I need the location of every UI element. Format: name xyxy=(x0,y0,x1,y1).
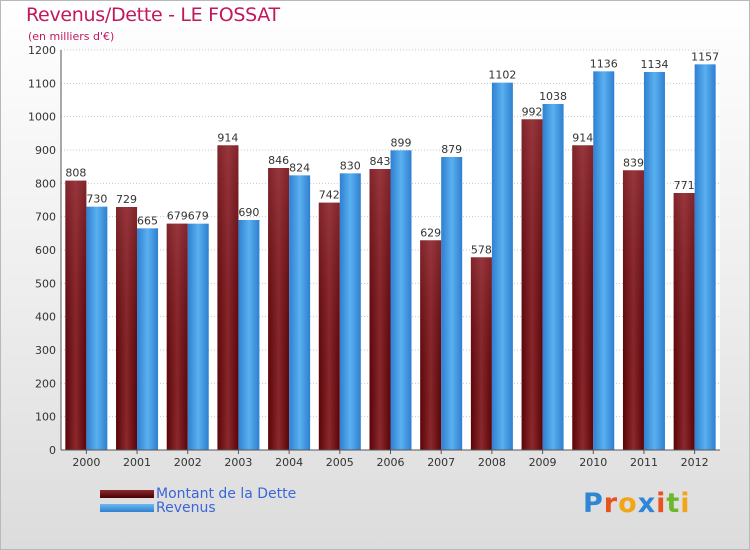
bar-debt-shade xyxy=(318,202,340,450)
bar-debt-shade xyxy=(166,223,188,450)
data-label: 742 xyxy=(319,189,340,202)
data-label: 846 xyxy=(268,154,289,167)
x-tick-label: 2006 xyxy=(377,456,405,469)
y-tick-label: 200 xyxy=(35,377,56,390)
x-tick-label: 2003 xyxy=(224,456,252,469)
logo-letter: P xyxy=(583,488,604,519)
data-label: 839 xyxy=(623,156,644,169)
data-label: 1134 xyxy=(640,58,668,71)
data-label: 730 xyxy=(86,193,107,206)
data-label: 1102 xyxy=(488,69,516,82)
bar-debt-shade xyxy=(622,170,644,451)
logo-letter: x xyxy=(637,488,657,519)
bar-revenus xyxy=(238,220,260,450)
bar-revenus xyxy=(339,173,361,451)
y-tick-label: 600 xyxy=(35,244,56,257)
logo-letter: o xyxy=(618,488,638,519)
bar-revenus xyxy=(441,157,463,450)
y-tick-label: 0 xyxy=(49,444,56,457)
proxiti-logo: Proxiti xyxy=(583,488,691,519)
x-tick-label: 2002 xyxy=(174,456,202,469)
y-tick-label: 1200 xyxy=(28,44,56,57)
x-tick-label: 2000 xyxy=(72,456,100,469)
bar-debt-shade xyxy=(673,193,695,450)
bar-revenus xyxy=(390,150,412,451)
y-tick-label: 700 xyxy=(35,211,56,224)
bar-revenus xyxy=(643,72,665,450)
bar-debt-shade xyxy=(65,180,87,450)
bar-revenus xyxy=(289,175,311,451)
y-tick-label: 400 xyxy=(35,311,56,324)
y-tick-label: 300 xyxy=(35,344,56,357)
data-label: 843 xyxy=(370,155,391,168)
bar-revenus xyxy=(187,223,209,450)
bar-revenus xyxy=(694,64,716,450)
data-label: 914 xyxy=(217,131,238,144)
x-tick-label: 2010 xyxy=(579,456,607,469)
x-tick-label: 2011 xyxy=(630,456,658,469)
y-tick-label: 800 xyxy=(35,177,56,190)
x-tick-label: 2005 xyxy=(326,456,354,469)
bar-debt-shade xyxy=(116,207,138,450)
legend-swatch-revenus xyxy=(100,504,154,512)
data-label: 679 xyxy=(188,210,209,223)
y-tick-label: 100 xyxy=(35,411,56,424)
data-label: 665 xyxy=(137,214,158,227)
data-label: 690 xyxy=(238,206,259,219)
logo-letter: i xyxy=(680,488,691,519)
chart-subtitle: (en milliers d'€) xyxy=(28,30,115,43)
data-label: 879 xyxy=(441,143,462,156)
logo-letter: i xyxy=(656,488,667,519)
data-label: 830 xyxy=(340,159,361,172)
bar-revenus xyxy=(491,82,513,451)
data-label: 679 xyxy=(167,210,188,223)
bar-revenus xyxy=(86,206,108,450)
data-label: 899 xyxy=(391,136,412,149)
logo-letter: r xyxy=(603,488,619,519)
y-tick-label: 1000 xyxy=(28,111,56,124)
data-label: 1136 xyxy=(590,57,618,70)
bar-debt-shade xyxy=(369,169,391,450)
data-label: 808 xyxy=(65,167,86,180)
y-tick-label: 900 xyxy=(35,144,56,157)
bar-debt-shade xyxy=(572,145,594,451)
data-label: 1157 xyxy=(691,50,719,63)
bar-debt-shade xyxy=(420,240,442,450)
x-tick-label: 2001 xyxy=(123,456,151,469)
data-label: 1038 xyxy=(539,90,567,103)
x-tick-label: 2008 xyxy=(478,456,506,469)
chart-title: Revenus/Dette - LE FOSSAT xyxy=(26,4,280,26)
data-label: 729 xyxy=(116,193,137,206)
data-label: 771 xyxy=(674,179,695,192)
bar-debt-shade xyxy=(217,145,239,451)
bar-debt-shade xyxy=(268,168,290,450)
data-label: 992 xyxy=(522,105,543,118)
x-tick-label: 2012 xyxy=(681,456,709,469)
data-label: 824 xyxy=(289,161,310,174)
x-tick-label: 2004 xyxy=(275,456,303,469)
bar-debt-shade xyxy=(470,257,492,450)
bar-revenus xyxy=(137,228,159,450)
data-label: 914 xyxy=(572,131,593,144)
y-tick-label: 1100 xyxy=(28,77,56,90)
data-label: 629 xyxy=(420,226,441,239)
legend-swatch-debt xyxy=(100,490,154,498)
data-label: 578 xyxy=(471,243,492,256)
x-tick-label: 2009 xyxy=(529,456,557,469)
legend-label-revenus: Revenus xyxy=(156,500,216,516)
bar-revenus xyxy=(542,104,564,450)
bar-revenus xyxy=(593,71,615,450)
logo-letter: t xyxy=(666,488,681,519)
bar-debt-shade xyxy=(521,119,543,450)
legend-label-debt: Montant de la Dette xyxy=(156,486,297,502)
x-tick-label: 2007 xyxy=(427,456,455,469)
y-tick-label: 500 xyxy=(35,277,56,290)
